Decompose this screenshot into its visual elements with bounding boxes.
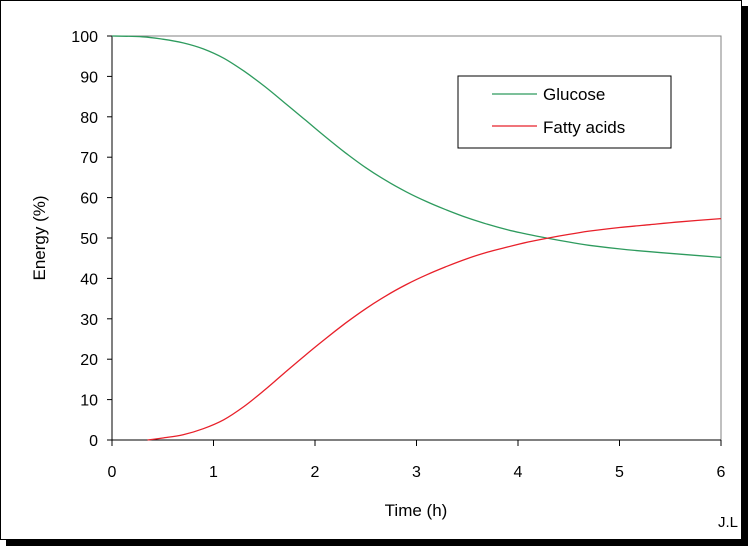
y-tick-label: 50	[80, 231, 98, 248]
y-tick-label: 40	[80, 271, 98, 288]
y-tick-label: 80	[80, 110, 98, 127]
x-tick-label: 6	[717, 464, 726, 481]
x-tick-label: 4	[514, 464, 523, 481]
x-tick-label: 1	[209, 464, 218, 481]
y-tick-label: 60	[80, 191, 98, 208]
glucose-line	[111, 35, 722, 259]
fatty-acids-line	[147, 217, 722, 441]
legend-box	[457, 75, 672, 149]
x-tick-label: 0	[108, 464, 117, 481]
x-tick-label: 3	[412, 464, 421, 481]
legend-label-glucose: Glucose	[543, 85, 605, 104]
y-axis-title: Energy (%)	[30, 195, 49, 280]
y-tick-label: 70	[80, 150, 98, 167]
frame-shadow-bottom	[6, 540, 748, 546]
y-tick-label: 100	[71, 29, 98, 46]
author-credit: J.L	[718, 514, 738, 531]
y-tick-label: 0	[89, 433, 98, 450]
frame-shadow-right	[742, 6, 748, 546]
y-tick-label: 20	[80, 352, 98, 369]
series-layer	[111, 35, 722, 441]
x-axis-title: Time (h)	[385, 501, 448, 520]
legend-label-fatty-acids: Fatty acids	[543, 118, 625, 137]
x-tick-label: 2	[311, 464, 320, 481]
y-axis-ticks: 0 10 20 30 40 50 60 70 80 90 100	[71, 29, 112, 450]
y-tick-label: 10	[80, 393, 98, 410]
y-tick-label: 30	[80, 312, 98, 329]
legend: Glucose Fatty acids	[457, 75, 672, 149]
y-tick-label: 90	[80, 69, 98, 86]
x-axis-ticks: 0 1 2 3 4 5 6	[108, 440, 726, 481]
x-tick-label: 5	[615, 464, 624, 481]
